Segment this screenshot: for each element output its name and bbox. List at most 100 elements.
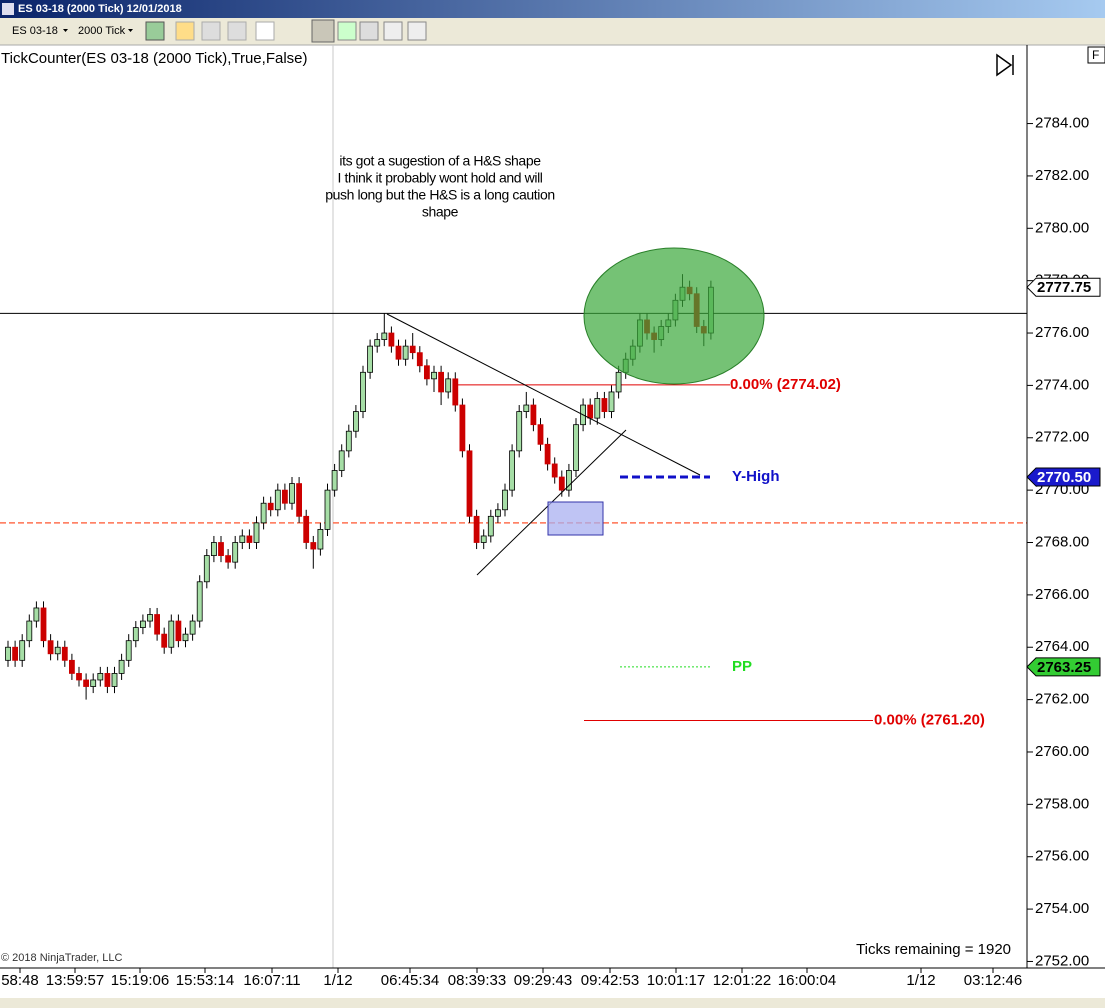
candle-body: [566, 470, 572, 491]
candle-body: [331, 470, 338, 491]
price-marker: [1026, 657, 1101, 677]
candle-body: [289, 483, 295, 504]
candle-body: [360, 371, 366, 412]
tool-button[interactable]: [255, 21, 275, 41]
window-title: ES 03-18 (2000 Tick) 12/01/2018: [18, 3, 182, 15]
y-tick-label: 2752.00: [1035, 952, 1089, 969]
price-marker: [1026, 467, 1101, 487]
candle-body: [189, 620, 196, 635]
window-icon: [2, 3, 14, 15]
plot-area: [0, 274, 1027, 722]
tool-button[interactable]: [145, 21, 165, 41]
candle-body: [473, 515, 480, 543]
candle-body: [587, 404, 594, 419]
candle-body: [225, 555, 232, 563]
candle-body: [90, 679, 97, 687]
candle-body: [253, 522, 260, 543]
x-tick-label: 09:29:43: [514, 972, 572, 989]
candle-body: [530, 404, 537, 426]
copyright: © 2018 NinjaTrader, LLC: [1, 952, 122, 964]
candle-body: [416, 352, 423, 367]
candle-body: [494, 509, 501, 517]
candle-body: [260, 502, 267, 524]
price-marker-label: 2777.75: [1037, 279, 1091, 296]
candle-body: [523, 404, 530, 412]
indicator-title: TickCounter(ES 03-18 (2000 Tick),True,Fa…: [1, 50, 308, 67]
dropdown-arrow: [128, 29, 133, 32]
tool-button[interactable]: [311, 19, 335, 43]
candle-body: [551, 463, 558, 478]
candle-body: [61, 646, 68, 661]
candle-body: [246, 535, 253, 543]
candle-body: [395, 345, 402, 360]
dropdown-arrow: [63, 29, 68, 32]
x-tick-label: 06:45:34: [381, 972, 439, 989]
y-tick-label: 2754.00: [1035, 900, 1089, 917]
side-button-label[interactable]: F: [1092, 48, 1099, 62]
x-tick-label: 16:00:04: [778, 972, 836, 989]
x-tick-label: 09:42:53: [581, 972, 639, 989]
x-tick-label: 15:19:06: [111, 972, 169, 989]
candle-body: [338, 450, 345, 471]
candle-body: [374, 339, 381, 347]
candle-body: [111, 673, 118, 687]
side-button[interactable]: [1087, 46, 1105, 64]
price-marker-label: 2770.50: [1037, 469, 1091, 486]
annotation: shape: [422, 204, 459, 220]
candle-body: [573, 424, 579, 471]
candle-body: [445, 378, 452, 393]
y-tick-label: 2774.00: [1035, 376, 1089, 393]
candle-body: [558, 476, 565, 491]
candle-body: [239, 535, 246, 543]
x-tick-label: 13:59:57: [46, 972, 104, 989]
candle-body: [54, 646, 61, 655]
candle-body: [26, 620, 33, 642]
candle-body: [139, 620, 146, 629]
toolbar-icons: [145, 19, 427, 43]
level-label: PP: [732, 658, 752, 675]
instrument-select[interactable]: ES 03-18: [12, 25, 58, 37]
tool-button[interactable]: [337, 21, 357, 41]
candle-body: [438, 371, 445, 393]
candle-body: [615, 371, 622, 393]
tool-button[interactable]: [227, 21, 247, 41]
candle-body: [480, 535, 487, 543]
annotation: I think it probably wont hold and will: [337, 170, 542, 186]
x-tick-label: 03:12:46: [964, 972, 1022, 989]
candle-body: [83, 679, 89, 687]
scroll-end-icon[interactable]: [996, 53, 1014, 77]
tool-button[interactable]: [201, 21, 221, 41]
annotation: its got a sugestion of a H&S shape: [339, 153, 541, 169]
x-tick-label: 15:53:14: [176, 972, 234, 989]
y-tick-label: 2760.00: [1035, 743, 1089, 760]
candle-body: [182, 633, 189, 642]
candle-body: [118, 659, 125, 674]
tool-button[interactable]: [175, 21, 195, 41]
candle-body: [516, 411, 523, 452]
x-tick-label: 1/12: [323, 972, 352, 989]
candle-body: [47, 640, 54, 655]
tool-button[interactable]: [407, 21, 427, 41]
annotation: push long but the H&S is a long caution: [325, 187, 555, 203]
candle-body: [409, 345, 416, 354]
candle-body: [210, 542, 217, 556]
candle-body: [104, 673, 111, 687]
scrollbar[interactable]: [0, 998, 1105, 1008]
interval-select[interactable]: 2000 Tick: [78, 25, 126, 37]
x-tick-label: 1/12: [906, 972, 935, 989]
y-tick-label: 2780.00: [1035, 219, 1089, 236]
x-tick-label: 08:39:33: [448, 972, 506, 989]
tool-button[interactable]: [383, 21, 403, 41]
candle-body: [281, 489, 288, 504]
x-tick-label: 12:01:22: [713, 972, 771, 989]
candle-body: [608, 391, 615, 412]
x-tick-label: 58:48: [1, 972, 39, 989]
candle-body: [544, 443, 551, 465]
candle-body: [19, 640, 26, 661]
tool-button[interactable]: [359, 21, 379, 41]
candle-body: [154, 614, 161, 635]
level-label: Y-High: [732, 468, 780, 485]
candle-body: [594, 398, 601, 419]
